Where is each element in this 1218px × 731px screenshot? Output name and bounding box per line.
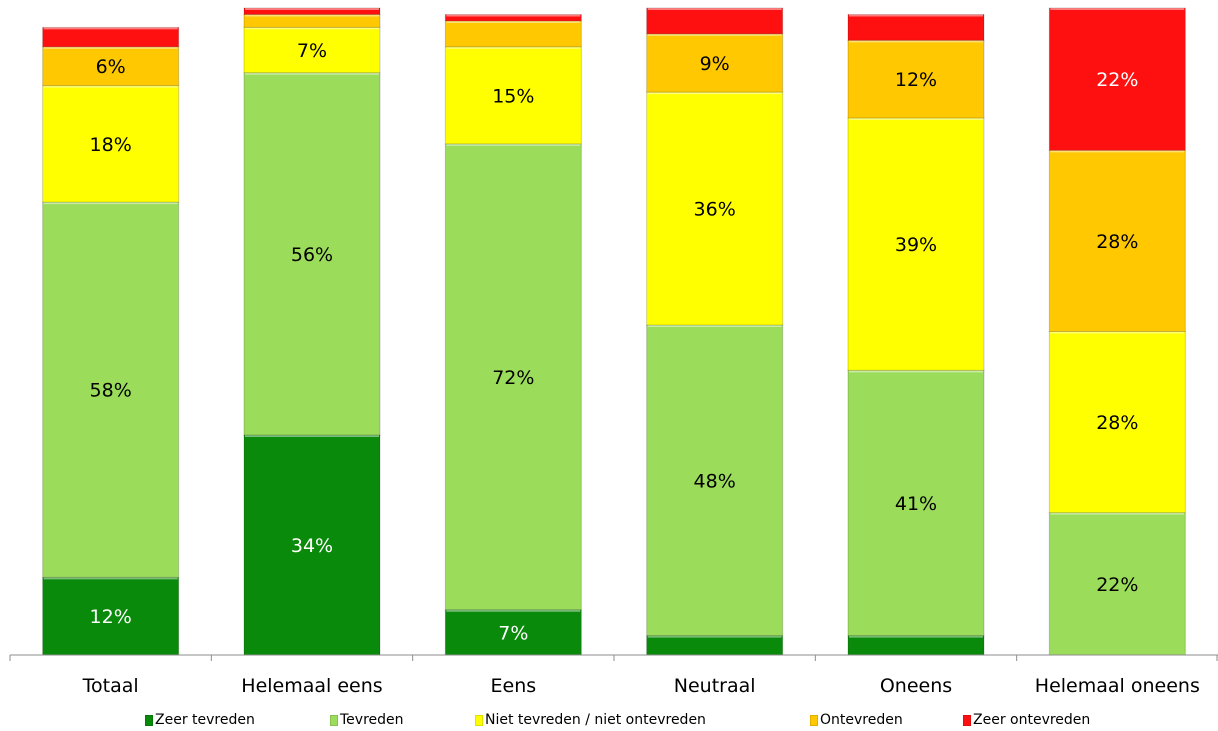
bar-segment-1-3 bbox=[243, 13, 381, 28]
data-label-1-1: 56% bbox=[291, 244, 333, 266]
data-label-4-1: 41% bbox=[895, 493, 937, 515]
legend-swatch-4 bbox=[963, 714, 971, 726]
legend-item-2: Niet tevreden / niet ontevreden bbox=[475, 712, 706, 728]
data-label-3-2: 36% bbox=[694, 199, 736, 221]
stacked-bar-chart: 12% 58% 18% 6% Totaal 34% 56% 7% Helemaal eens 7%… bbox=[9, 7, 1218, 697]
legend-label-4: Zeer ontevreden bbox=[973, 712, 1091, 728]
bar-segment-5-1 bbox=[1048, 512, 1186, 656]
bar-segment-0-0 bbox=[42, 576, 180, 656]
data-label-5-3: 28% bbox=[1096, 231, 1138, 253]
category-label-1: Helemaal eens bbox=[241, 675, 382, 697]
bar-segment-0-1 bbox=[42, 201, 180, 578]
data-label-5-2: 28% bbox=[1096, 412, 1138, 434]
category-label-5: Helemaal oneens bbox=[1035, 675, 1200, 697]
bar-segment-4-1 bbox=[847, 369, 985, 637]
data-label-5-1: 22% bbox=[1096, 574, 1138, 596]
bar-segment-5-3 bbox=[1048, 149, 1186, 332]
bar-segment-2-4 bbox=[444, 13, 582, 22]
category-label-0: Totaal bbox=[82, 675, 139, 697]
data-label-3-3: 9% bbox=[700, 53, 730, 75]
bar-segment-0-3 bbox=[42, 46, 180, 87]
legend-label-3: Ontevreden bbox=[820, 712, 903, 728]
chart-legend: Zeer tevreden Tevreden Niet tevreden / nie… bbox=[0, 708, 1218, 730]
legend-item-1: Tevreden bbox=[330, 712, 404, 728]
bar-segment-1-1 bbox=[243, 72, 381, 436]
bar-segment-2-3 bbox=[444, 20, 582, 48]
data-label-4-2: 39% bbox=[895, 234, 937, 256]
data-label-0-3: 6% bbox=[96, 56, 126, 78]
bar-segment-3-1 bbox=[646, 324, 784, 637]
data-label-0-1: 58% bbox=[90, 380, 132, 402]
bar-segment-2-0 bbox=[444, 609, 582, 656]
legend-item-0: Zeer tevreden bbox=[145, 712, 255, 728]
bar-segment-3-3 bbox=[646, 33, 784, 93]
bar-segment-5-4 bbox=[1048, 7, 1186, 151]
legend-swatch-0 bbox=[145, 714, 153, 726]
legend-label-0: Zeer tevreden bbox=[155, 712, 255, 728]
bar-segment-1-2 bbox=[243, 26, 381, 74]
legend-label-1: Tevreden bbox=[340, 712, 404, 728]
bar-segment-4-0 bbox=[847, 635, 985, 656]
bar-segment-4-3 bbox=[847, 39, 985, 119]
legend-swatch-3 bbox=[810, 714, 818, 726]
category-label-2: Eens bbox=[491, 675, 537, 697]
data-label-1-0: 34% bbox=[291, 535, 333, 557]
bar-segment-0-2 bbox=[42, 85, 180, 203]
bar-segment-1-4 bbox=[243, 7, 381, 15]
legend-swatch-2 bbox=[475, 714, 483, 726]
bar-segment-2-2 bbox=[444, 46, 582, 145]
legend-item-3: Ontevreden bbox=[810, 712, 903, 728]
legend-label-2: Niet tevreden / niet ontevreden bbox=[485, 712, 706, 728]
bar-segment-4-4 bbox=[847, 13, 985, 41]
data-label-0-2: 18% bbox=[90, 134, 132, 156]
data-label-2-2: 15% bbox=[492, 85, 534, 107]
category-label-4: Oneens bbox=[880, 675, 952, 697]
data-label-3-1: 48% bbox=[694, 470, 736, 492]
category-label-3: Neutraal bbox=[674, 675, 756, 697]
data-label-4-3: 12% bbox=[895, 69, 937, 91]
bar-segment-3-2 bbox=[646, 91, 784, 326]
data-label-5-4: 22% bbox=[1096, 69, 1138, 91]
data-label-2-0: 7% bbox=[498, 622, 528, 644]
bar-segment-2-1 bbox=[444, 143, 582, 611]
data-label-0-0: 12% bbox=[90, 606, 132, 628]
data-label-2-1: 72% bbox=[492, 367, 534, 389]
legend-item-4: Zeer ontevreden bbox=[963, 712, 1090, 728]
data-label-1-2: 7% bbox=[297, 40, 327, 62]
bar-segment-0-4 bbox=[42, 26, 180, 48]
bar-segment-5-2 bbox=[1048, 331, 1186, 514]
bar-segment-4-2 bbox=[847, 117, 985, 371]
bar-segment-3-0 bbox=[646, 635, 784, 656]
bar-segment-1-0 bbox=[243, 434, 381, 656]
bar-segment-3-4 bbox=[646, 7, 784, 35]
legend-swatch-1 bbox=[330, 714, 338, 726]
